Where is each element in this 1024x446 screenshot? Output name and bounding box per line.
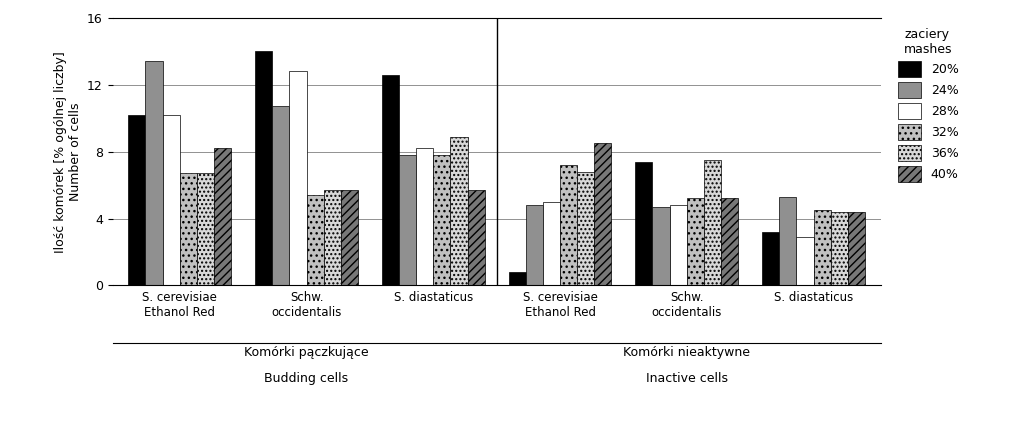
Bar — [652, 207, 670, 285]
Bar — [635, 162, 652, 285]
Bar — [128, 115, 145, 285]
Bar — [578, 172, 594, 285]
Bar — [703, 160, 721, 285]
Bar — [721, 198, 738, 285]
Legend: 20%, 24%, 28%, 32%, 36%, 40%: 20%, 24%, 28%, 32%, 36%, 40% — [895, 24, 963, 186]
Bar — [290, 71, 306, 285]
Bar — [180, 173, 197, 285]
Bar — [416, 148, 433, 285]
Bar — [797, 237, 813, 285]
Bar — [543, 202, 560, 285]
Text: Inactive cells: Inactive cells — [646, 372, 728, 385]
Bar — [594, 143, 611, 285]
Bar — [687, 198, 703, 285]
Y-axis label: Ilość komórek [% ogólnej liczby]
Number of cells: Ilość komórek [% ogólnej liczby] Number … — [53, 51, 82, 252]
Bar — [255, 51, 272, 285]
Bar — [560, 165, 578, 285]
Text: Komórki pączkujące: Komórki pączkujące — [244, 346, 369, 359]
Bar — [399, 155, 416, 285]
Bar — [468, 190, 484, 285]
Bar — [670, 205, 687, 285]
Bar — [341, 190, 358, 285]
Bar — [272, 107, 290, 285]
Bar — [214, 148, 231, 285]
Bar — [306, 195, 324, 285]
Bar — [848, 212, 865, 285]
Bar — [830, 212, 848, 285]
Bar — [525, 205, 543, 285]
Bar — [813, 210, 830, 285]
Bar — [163, 115, 180, 285]
Bar — [197, 173, 214, 285]
Bar — [324, 190, 341, 285]
Text: Budding cells: Budding cells — [264, 372, 348, 385]
Bar — [509, 272, 525, 285]
Bar — [433, 155, 451, 285]
Bar — [145, 62, 163, 285]
Bar — [762, 232, 779, 285]
Bar — [451, 136, 468, 285]
Bar — [779, 197, 797, 285]
Bar — [382, 75, 399, 285]
Text: Komórki nieaktywne: Komórki nieaktywne — [624, 346, 751, 359]
